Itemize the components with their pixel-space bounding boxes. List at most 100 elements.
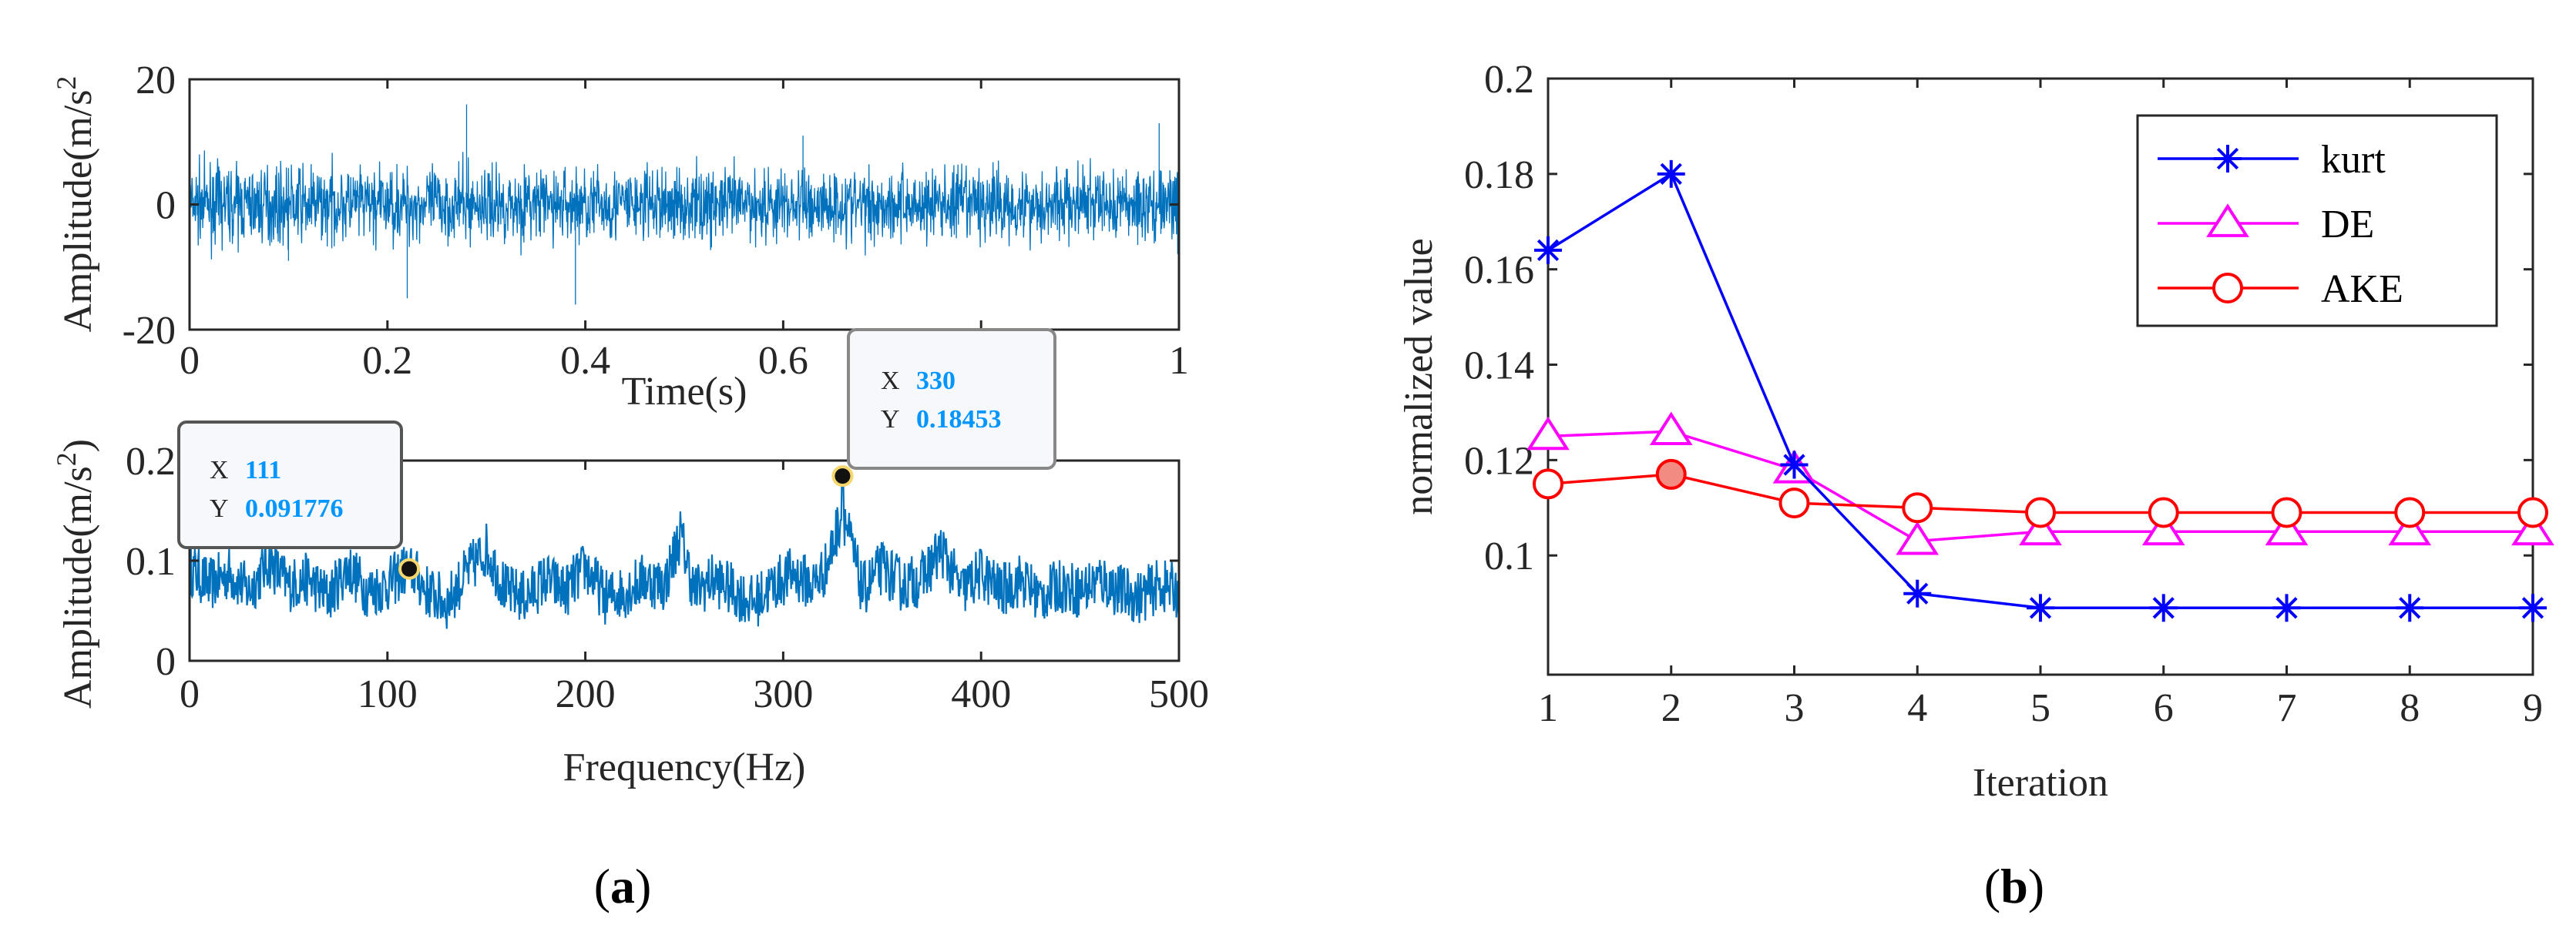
x-tick-label: 8: [2400, 686, 2420, 730]
caption-b: (b): [1984, 859, 2044, 913]
legend-items: kurt DE AKE: [2158, 138, 2403, 311]
iteration-series: [1526, 159, 2554, 622]
point-de: [1649, 411, 1693, 446]
datatip-y-value: 0.091776: [245, 494, 344, 523]
frequency-xlabel: Frequency(Hz): [563, 746, 806, 789]
series-de: [1526, 411, 2554, 555]
iteration-plot: 1 2 3 4 5 6 7 8 9 0.2 0.18 0.16 0.14 0.12 0.1 Iteratio…: [1397, 58, 2554, 805]
time-signal-series: [189, 104, 1180, 305]
datatip-y-label: Y: [881, 405, 900, 434]
datatip-330hz[interactable]: X 330 Y 0.18453: [847, 328, 1056, 470]
point-de: [1526, 416, 1570, 451]
x-tick-label: 7: [2277, 686, 2297, 730]
time-ylabel: Amplitude(m/s2: [51, 76, 100, 333]
point-kurt: [1657, 159, 1685, 188]
legend-label-kurt: kurt: [2321, 138, 2386, 182]
point-kurt: [1780, 451, 1809, 479]
legend-item-de: DE: [2158, 203, 2374, 246]
x-tick-label: 100: [358, 672, 418, 716]
legend-label-ake: AKE: [2321, 267, 2403, 311]
point-ake: [1902, 492, 1933, 524]
x-tick-label: 0: [180, 339, 200, 383]
point-ake: [1533, 468, 1563, 500]
frequency-ylabel: Amplitude(m/s2): [51, 439, 100, 709]
datatip-111hz[interactable]: X 111 Y 0.091776: [177, 421, 403, 549]
y-tick-label: 0: [156, 640, 176, 684]
y-tick-label: 0: [156, 184, 176, 228]
x-tick-label: 2: [1661, 686, 1681, 730]
time-plot-ticks: 00.20.40.60.81200-20: [123, 59, 1189, 383]
x-tick-label: 1: [1538, 686, 1558, 730]
point-kurt: [2149, 594, 2178, 622]
y-tick-label: 0.2: [126, 440, 176, 484]
datatip-box: [847, 328, 1056, 470]
y-tick-label: 0.2: [1484, 58, 1534, 102]
legend-marker-ake: [2212, 273, 2243, 303]
point-kurt: [2272, 594, 2301, 622]
x-tick-label: 0.2: [362, 339, 412, 383]
x-tick-label: 300: [753, 672, 813, 716]
datatip-y-label: Y: [210, 494, 229, 523]
legend-box: [2136, 114, 2498, 327]
x-tick-label: 0.6: [758, 339, 808, 383]
datatip-marker-330hz[interactable]: [831, 465, 854, 488]
iteration-plot-ticks: 1 2 3 4 5 6 7 8 9 0.2 0.18 0.16 0.14 0.12 0.1: [1464, 58, 2543, 730]
point-kurt: [2027, 594, 2054, 622]
point-de: [2141, 511, 2185, 546]
datatip-x-value: 111: [245, 456, 281, 484]
point-ake: [2517, 497, 2548, 528]
x-tick-label: 0.4: [560, 339, 610, 383]
datatip-marker-111hz[interactable]: [398, 558, 421, 580]
legend-label-de: DE: [2321, 203, 2374, 246]
legend-marker-de: [2206, 203, 2249, 237]
x-tick-label: 5: [2030, 686, 2050, 730]
point-kurt: [2519, 594, 2547, 622]
y-tick-label: 0.16: [1464, 249, 1534, 293]
point-de: [2511, 511, 2554, 546]
y-tick-label: 0.1: [126, 540, 176, 584]
x-tick-label: 0: [180, 672, 200, 716]
y-tick-label: 0.1: [1484, 534, 1534, 578]
legend: kurt DE AKE: [2136, 114, 2498, 327]
spectrum-series: [188, 475, 1181, 629]
y-tick-label: 20: [136, 59, 176, 102]
point-ake: [2148, 497, 2179, 528]
y-tick-label: 0.14: [1464, 344, 1534, 388]
datatip-x-label: X: [881, 367, 900, 395]
x-tick-label: 6: [2154, 686, 2174, 730]
point-de: [2388, 511, 2432, 546]
frequency-plot: 0 100 200 300 400 500 0.2 0.1 0 Frequency(Hz) Am…: [51, 328, 1209, 789]
spectrum-line: [188, 475, 1181, 629]
y-tick-label: 0.12: [1464, 439, 1534, 483]
x-tick-label: 1: [1169, 339, 1189, 383]
y-tick-label: 0.18: [1464, 153, 1534, 197]
point-de: [2019, 511, 2062, 546]
legend-item-ake: AKE: [2158, 267, 2403, 311]
iteration-ylabel: normalized value: [1397, 238, 1441, 515]
legend-marker-kurt: [2214, 145, 2242, 173]
datatip-x-label: X: [210, 456, 229, 484]
datatip-y-value: 0.18453: [916, 405, 1002, 434]
point-kurt: [2396, 594, 2424, 622]
frequency-plot-ticks: 0 100 200 300 400 500 0.2 0.1 0: [126, 440, 1209, 716]
series-kurt: [1534, 159, 2547, 622]
point-de: [1896, 521, 1940, 555]
iteration-xlabel: Iteration: [1973, 761, 2108, 805]
time-xlabel: Time(s): [622, 370, 747, 414]
point-ake: [2394, 497, 2426, 528]
x-tick-label: 500: [1149, 672, 1209, 716]
x-tick-label: 4: [1907, 686, 1927, 730]
time-plot: 00.20.40.60.81200-20 Time(s) Amplitude(m…: [51, 59, 1189, 414]
point-ake: [2025, 497, 2056, 528]
point-ake: [1655, 458, 1687, 490]
legend-item-kurt: kurt: [2158, 138, 2386, 182]
point-ake: [2271, 497, 2302, 528]
x-tick-label: 400: [951, 672, 1011, 716]
datatip-x-value: 330: [916, 367, 956, 395]
caption-a: (a): [594, 859, 652, 913]
x-tick-label: 200: [556, 672, 616, 716]
x-tick-label: 3: [1785, 686, 1805, 730]
point-de: [2265, 511, 2309, 546]
